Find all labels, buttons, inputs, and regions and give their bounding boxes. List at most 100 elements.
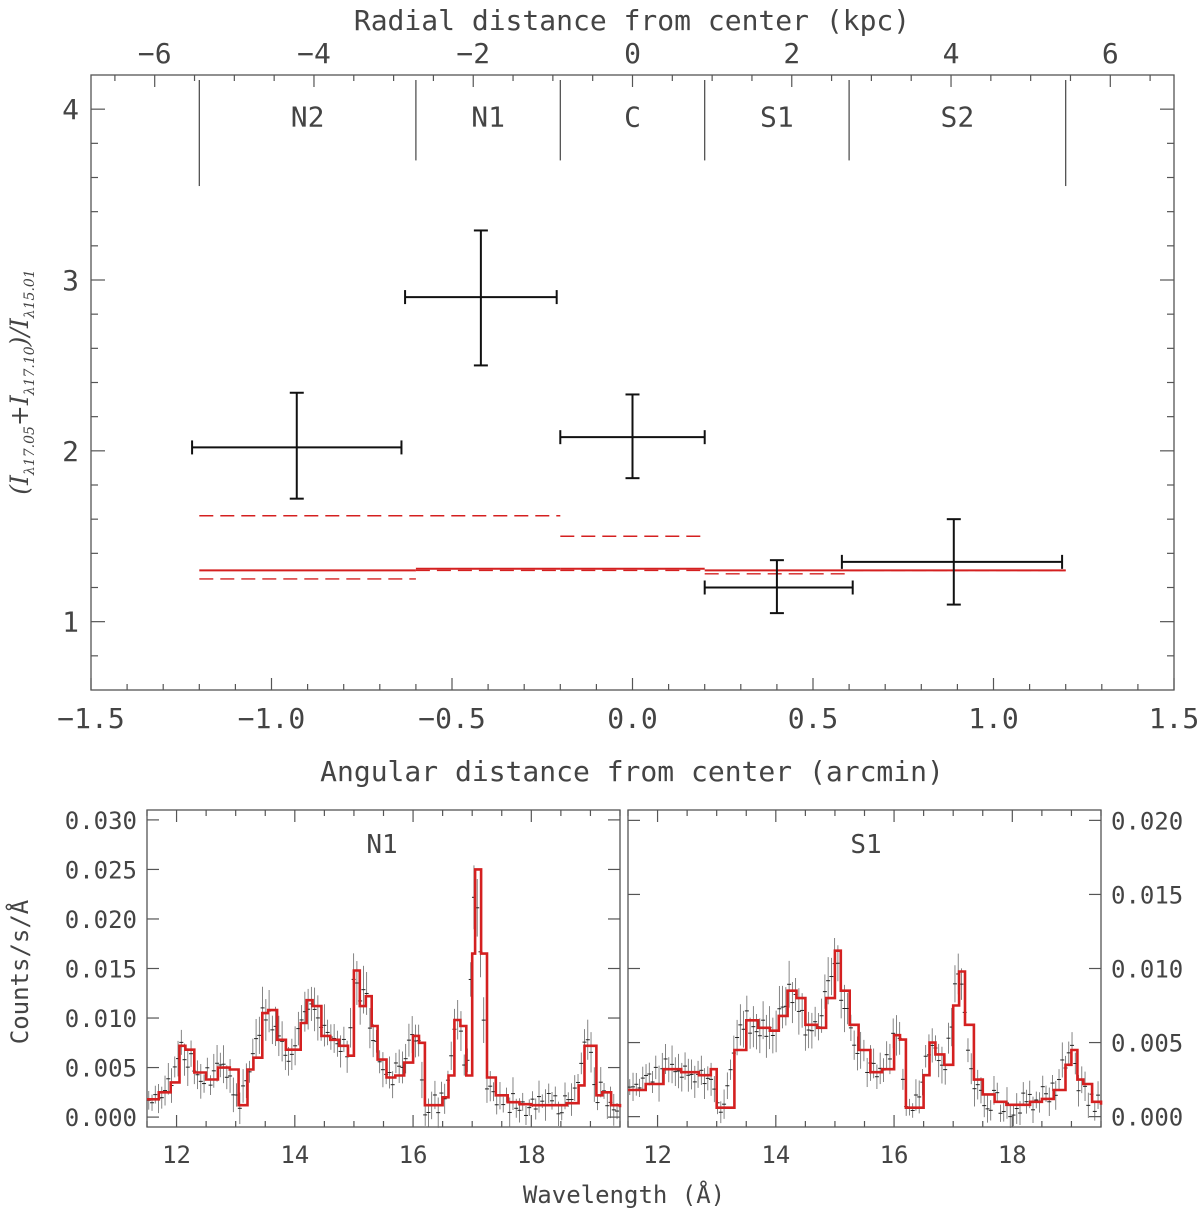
spectrum-data-point — [634, 1072, 639, 1096]
n1-panel-label: N1 — [366, 830, 397, 860]
spectrum-data-point — [228, 1059, 233, 1093]
spectrum-data-point — [725, 1072, 730, 1100]
spectrum-data-point — [702, 1068, 707, 1100]
top-x-axis-title: Radial distance from center (kpc) — [354, 4, 910, 37]
x2-tick-label: 6 — [1102, 37, 1119, 70]
y-tick-label: 3 — [62, 264, 79, 297]
spectrum-data-point — [1001, 1101, 1006, 1122]
y-title-plus: + — [5, 405, 34, 426]
wavelength-tick-label: 18 — [517, 1141, 546, 1169]
spectrum-data-point — [536, 1080, 541, 1113]
region-dividers: N2 N1 C S1 S2 — [198, 80, 1067, 187]
spectrum-data-point — [686, 1058, 691, 1092]
spectrum-data-point — [826, 957, 831, 1005]
spectrum-data-point — [390, 1071, 395, 1099]
spectrum-data-point — [550, 1092, 555, 1110]
wavelength-tick-label: 16 — [880, 1141, 909, 1169]
spectrum-data-point — [640, 1066, 645, 1090]
spectrum-data-point — [163, 1075, 168, 1106]
spectrum-data-point — [436, 1097, 441, 1128]
spectrum-data-point — [985, 1095, 990, 1123]
spectrum-data-point — [676, 1053, 681, 1089]
spectrum-data-point — [809, 1012, 814, 1049]
spectrum-data-point — [559, 1105, 564, 1121]
spectrum-data-point — [787, 960, 792, 1008]
counts-tick-label: 0.000 — [65, 1104, 137, 1132]
x2-tick-label: 4 — [943, 37, 960, 70]
spectrum-data-point — [312, 987, 317, 1032]
spectrum-data-point — [241, 1069, 246, 1103]
spectrum-data-point — [852, 1030, 857, 1060]
spectrum-data-point — [913, 1079, 918, 1111]
spectrum-data-point — [653, 1055, 658, 1080]
x-tick-label: 1.5 — [1149, 702, 1200, 735]
spectrum-data-point — [692, 1065, 697, 1098]
spectrum-data-point — [679, 1062, 684, 1092]
spectrum-data-point — [605, 1092, 610, 1119]
spectrum-data-point — [533, 1098, 538, 1120]
x2-tick-label: 2 — [783, 37, 800, 70]
spectrum-data-point — [325, 1019, 330, 1046]
s1-data-points — [627, 937, 1101, 1128]
spectrum-data-point — [969, 1053, 974, 1085]
spectrum-data-point — [829, 957, 834, 996]
ratio-plot-frame — [90, 74, 1175, 691]
spectrum-data-point — [728, 1059, 733, 1080]
ratio-panel: −1.5 −1.0 −0.5 0.0 0.5 1.0 1.5 −6 −4 −2 0 2 4 6 1 2 3 4… — [5, 4, 1199, 788]
n1-data-points — [146, 865, 620, 1128]
spectrum-data-point — [780, 985, 785, 1029]
y-axis-title: (Iλ17.05+Iλ17.10)/Iλ15.01 — [5, 269, 38, 494]
spectrum-data-point — [1024, 1089, 1029, 1114]
bottom-x-axis: −1.5 −1.0 −0.5 0.0 0.5 1.0 1.5 — [57, 678, 1199, 735]
spectrum-data-point — [254, 1018, 259, 1059]
spectrum-data-point — [484, 1075, 489, 1103]
counts-tick-label: 0.005 — [1111, 1030, 1183, 1058]
spectrum-data-point — [364, 972, 369, 1015]
spectrum-data-point — [738, 1004, 743, 1046]
spectrum-data-point — [1092, 1102, 1097, 1121]
y-tick-label: 1 — [62, 606, 79, 639]
spectrum-data-point — [377, 1050, 382, 1074]
x-tick-label: 0.0 — [607, 702, 658, 735]
spectrum-data-point — [501, 1096, 506, 1113]
spectrum-data-point — [595, 1095, 600, 1111]
x-tick-label: 0.5 — [788, 702, 839, 735]
spectrum-data-point — [332, 1024, 337, 1053]
spectrum-data-point — [371, 1023, 376, 1058]
wavelength-tick-label: 12 — [643, 1141, 672, 1169]
counts-tick-label: 0.015 — [1111, 881, 1183, 909]
spectrum-data-point — [179, 1029, 184, 1055]
s1-model — [628, 949, 1103, 1109]
spectrum-data-point — [406, 1023, 411, 1057]
n1-spectrum-panel: 12 14 16 18 0.000 0.005 0.010 0.015 0.020 0.025 0.… — [5, 807, 622, 1169]
spectrum-data-point — [965, 1038, 970, 1063]
spectrum-data-point — [198, 1063, 203, 1099]
spectrum-data-point — [900, 1068, 905, 1090]
spectrum-data-point — [946, 1022, 951, 1054]
wavelength-tick-label: 18 — [998, 1141, 1027, 1169]
spectrum-data-point — [322, 1004, 327, 1047]
spectrum-data-point — [387, 1056, 392, 1089]
spectrum-data-point — [579, 1052, 584, 1075]
counts-tick-label: 0.030 — [65, 807, 137, 835]
counts-tick-label: 0.020 — [1111, 807, 1183, 835]
spectrum-data-point — [150, 1094, 155, 1111]
spectrum-data-point — [647, 1062, 652, 1086]
spectrum-data-point — [764, 1014, 769, 1058]
region-label-n2: N2 — [291, 100, 325, 133]
bottom-x-axis-title: Angular distance from center (arcmin) — [320, 755, 944, 788]
spectrum-data-point — [354, 961, 359, 1005]
s1-spectrum-panel: 12 14 16 18 0.000 0.005 0.010 0.015 0.020 S1 — [627, 807, 1183, 1169]
y-title-open: ( — [5, 484, 34, 495]
spectrum-data-point — [315, 995, 320, 1041]
spectrum-data-point — [569, 1083, 574, 1116]
spectrum-data-point — [884, 1041, 889, 1069]
spectrum-data-point — [748, 1017, 753, 1049]
spectrum-data-point — [449, 1041, 454, 1070]
spectrum-data-point — [221, 1045, 226, 1084]
spectrum-data-point — [166, 1063, 171, 1095]
y-title-b: I — [5, 394, 34, 406]
data-point — [840, 518, 1064, 606]
region-label-c: C — [624, 100, 641, 133]
